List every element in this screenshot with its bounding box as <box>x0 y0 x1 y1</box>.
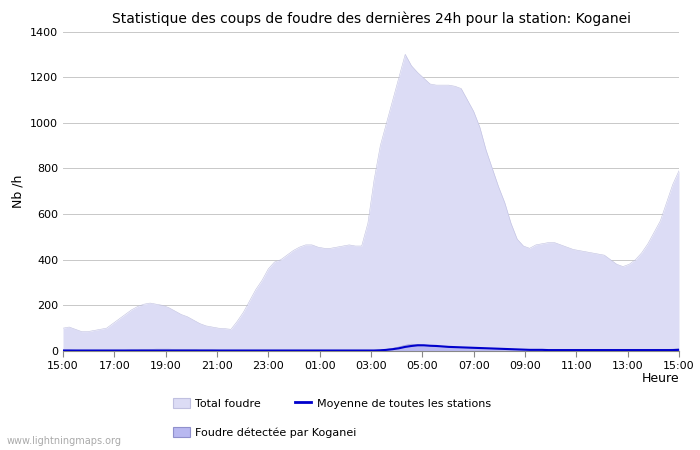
Legend: Foudre détectée par Koganei: Foudre détectée par Koganei <box>174 427 357 437</box>
Y-axis label: Nb /h: Nb /h <box>11 175 25 208</box>
Text: Heure: Heure <box>641 372 679 385</box>
Text: www.lightningmaps.org: www.lightningmaps.org <box>7 436 122 446</box>
Title: Statistique des coups de foudre des dernières 24h pour la station: Koganei: Statistique des coups de foudre des dern… <box>111 12 631 26</box>
